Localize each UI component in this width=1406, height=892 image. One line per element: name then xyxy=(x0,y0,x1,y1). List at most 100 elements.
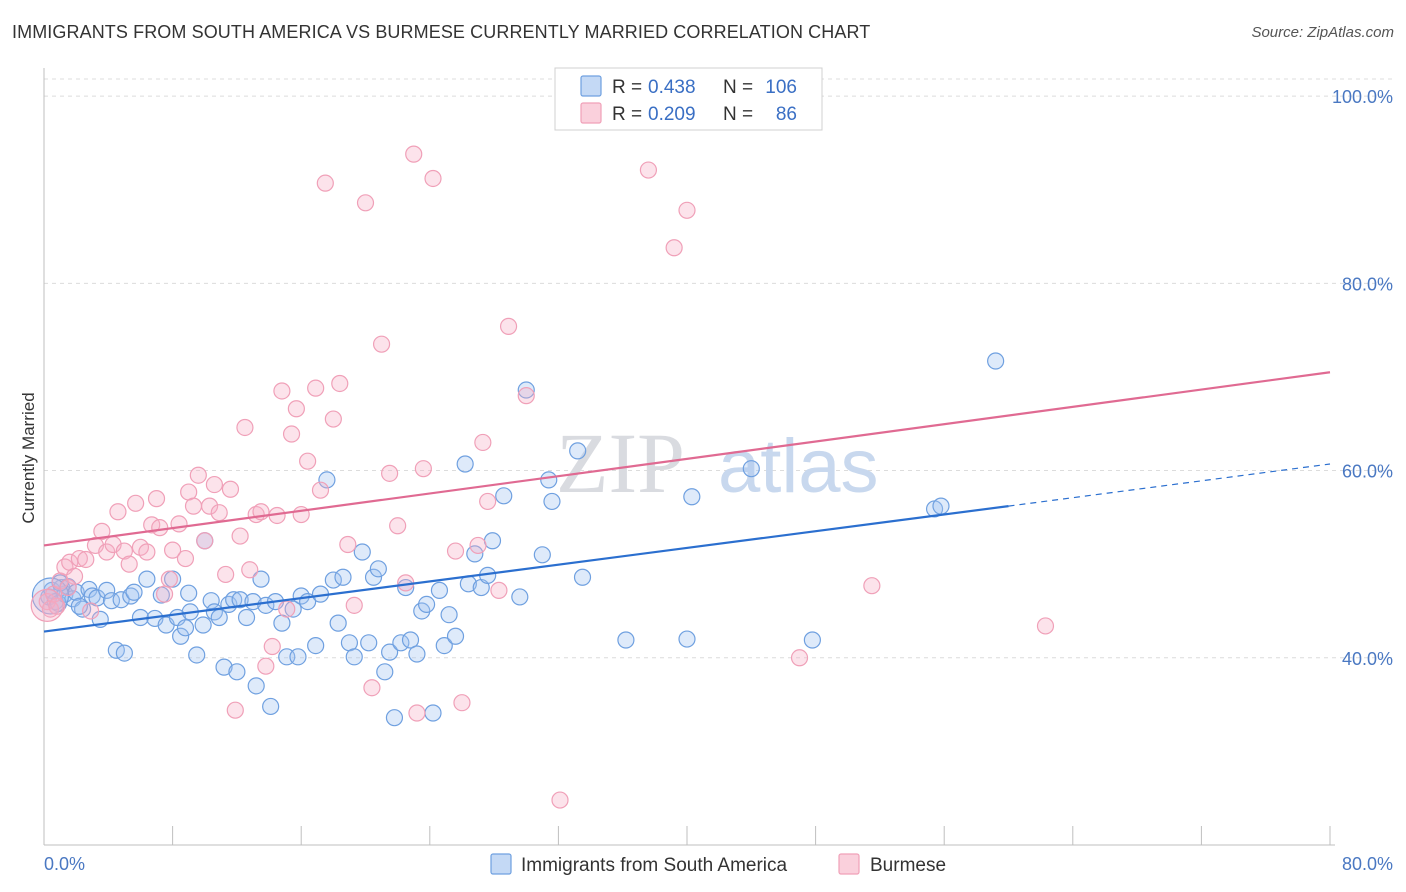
data-point-south-america xyxy=(376,663,394,681)
data-point-south-america xyxy=(932,497,950,515)
data-point-south-america xyxy=(112,591,130,609)
data-point-south-america xyxy=(540,471,558,489)
data-point-south-america xyxy=(424,704,442,722)
legend-r-value-1: 0.438 xyxy=(648,77,696,98)
data-point-south-america xyxy=(543,492,561,511)
data-point-burmese xyxy=(790,649,809,667)
y-axis-title: Currently Married xyxy=(19,392,38,523)
data-point-burmese xyxy=(59,578,77,597)
data-point-south-america xyxy=(440,606,458,624)
data-point-south-america xyxy=(430,581,449,599)
data-point-south-america xyxy=(617,631,635,649)
x-tick-label-min: 0.0% xyxy=(44,854,85,874)
data-point-south-america xyxy=(289,648,307,666)
series-burmese-points xyxy=(30,145,1055,809)
data-point-burmese xyxy=(469,536,487,555)
data-point-burmese xyxy=(551,791,569,809)
data-point-burmese xyxy=(189,466,207,484)
series-south-america-points xyxy=(31,352,1005,727)
series-legend-swatch-pink xyxy=(838,853,860,875)
data-point-burmese xyxy=(221,480,240,498)
stats-legend: R = 0.438 N = 106 R = 0.209 N = 86 xyxy=(554,67,823,131)
data-point-burmese xyxy=(282,425,301,443)
data-point-south-america xyxy=(172,627,190,645)
data-point-south-america xyxy=(435,637,453,655)
data-point-burmese xyxy=(170,515,188,533)
data-point-burmese xyxy=(446,542,465,560)
data-point-burmese xyxy=(381,464,399,482)
data-point-burmese xyxy=(236,418,254,437)
data-point-burmese xyxy=(307,379,325,397)
data-point-burmese xyxy=(345,596,363,614)
data-point-south-america xyxy=(138,570,156,588)
watermark-atlas: atlas xyxy=(718,424,879,509)
data-point-burmese xyxy=(316,174,334,192)
y-tick-label: 100.0% xyxy=(1332,87,1393,107)
data-point-burmese xyxy=(115,542,133,560)
data-point-burmese xyxy=(356,194,375,212)
data-point-south-america xyxy=(987,352,1005,370)
data-point-south-america xyxy=(683,488,701,506)
data-point-south-america xyxy=(318,471,336,489)
data-point-south-america xyxy=(401,631,420,649)
legend-n-value-2: 86 xyxy=(776,104,797,125)
data-point-south-america xyxy=(345,648,363,666)
trend-line-burmese xyxy=(43,371,1331,547)
data-point-south-america xyxy=(231,591,249,609)
data-point-south-america xyxy=(517,381,535,399)
data-point-south-america xyxy=(215,658,233,676)
data-point-south-america xyxy=(495,487,513,505)
data-point-burmese xyxy=(241,561,259,579)
series-legend-swatch-blue xyxy=(490,853,512,875)
trend-lines xyxy=(43,371,1331,633)
series-legend-label-blue: Immigrants from South America xyxy=(521,855,788,876)
data-point-burmese xyxy=(200,497,219,515)
data-point-burmese xyxy=(324,410,342,428)
data-point-south-america xyxy=(511,588,529,606)
data-point-burmese xyxy=(155,585,174,603)
data-point-south-america xyxy=(678,630,696,648)
legend-n-label-2: N = xyxy=(723,104,753,125)
data-point-south-america xyxy=(262,697,280,716)
data-point-burmese xyxy=(639,161,658,179)
data-point-south-america xyxy=(98,581,116,599)
data-point-burmese xyxy=(863,577,881,595)
data-point-burmese xyxy=(120,555,138,573)
data-point-burmese xyxy=(424,169,442,188)
data-point-south-america xyxy=(324,571,342,589)
data-point-south-america xyxy=(180,584,198,602)
data-point-south-america xyxy=(176,619,195,637)
data-point-burmese xyxy=(205,475,223,494)
data-point-burmese xyxy=(299,452,317,470)
data-point-south-america xyxy=(194,616,212,634)
data-point-south-america xyxy=(353,543,371,561)
data-point-burmese xyxy=(160,570,178,588)
data-point-burmese-cluster xyxy=(30,588,64,622)
y-tick-labels: 40.0% 60.0% 80.0% 100.0% xyxy=(1332,87,1393,669)
data-point-burmese xyxy=(231,527,249,545)
data-point-burmese xyxy=(196,532,214,550)
series-legend-label-pink: Burmese xyxy=(870,855,946,876)
source-label: Source: ZipAtlas.com xyxy=(1251,24,1394,41)
data-point-south-america xyxy=(483,532,502,550)
data-point-burmese xyxy=(164,541,182,559)
data-point-burmese xyxy=(184,497,203,515)
data-point-burmese xyxy=(226,701,244,719)
data-point-south-america xyxy=(334,568,352,586)
data-point-south-america xyxy=(803,631,821,649)
data-point-burmese xyxy=(151,519,169,537)
data-point-burmese xyxy=(138,543,156,561)
data-point-burmese xyxy=(490,581,508,599)
legend-r-label-1: R = xyxy=(612,77,642,98)
data-point-burmese xyxy=(474,433,492,452)
data-point-burmese xyxy=(1036,617,1055,635)
data-point-burmese xyxy=(517,387,535,405)
data-point-burmese xyxy=(678,201,696,219)
data-point-south-america xyxy=(456,455,474,473)
legend-r-value-2: 0.209 xyxy=(648,104,696,125)
data-point-burmese xyxy=(311,481,330,499)
data-point-south-america xyxy=(70,597,88,615)
data-point-south-america xyxy=(252,570,270,588)
data-point-burmese xyxy=(247,505,265,524)
data-point-burmese xyxy=(499,317,518,335)
